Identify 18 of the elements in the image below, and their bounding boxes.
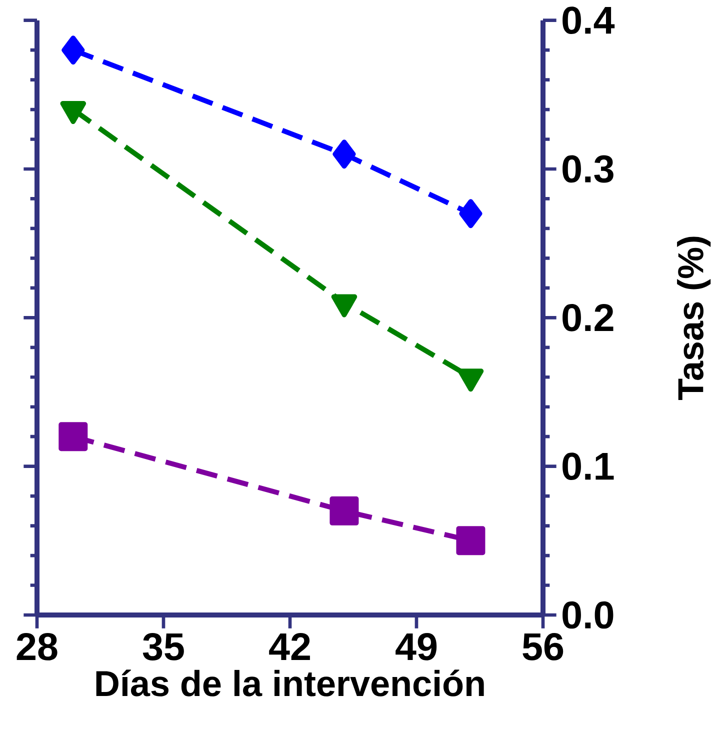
x-tick-label: 28 [16, 633, 58, 660]
x-tick-label: 42 [269, 633, 310, 660]
point [459, 199, 482, 228]
y-tick-label: 0.1 [562, 452, 614, 480]
x-tick-label: 35 [142, 633, 184, 660]
x-axis-title: Días de la intervención [96, 670, 484, 696]
point [58, 422, 88, 452]
point [332, 140, 356, 169]
y-axis-title: Tasas (%) [677, 236, 711, 400]
point [62, 36, 85, 65]
y-tick-label: 0.0 [562, 601, 614, 629]
x-tick-label: 49 [396, 633, 437, 660]
point [330, 496, 359, 526]
y-tick-label: 0.3 [562, 155, 614, 183]
point [456, 526, 486, 556]
y-tick-label: 0.4 [562, 6, 615, 34]
x-tick-label: 56 [522, 633, 564, 660]
y-tick-label: 0.2 [562, 304, 614, 332]
